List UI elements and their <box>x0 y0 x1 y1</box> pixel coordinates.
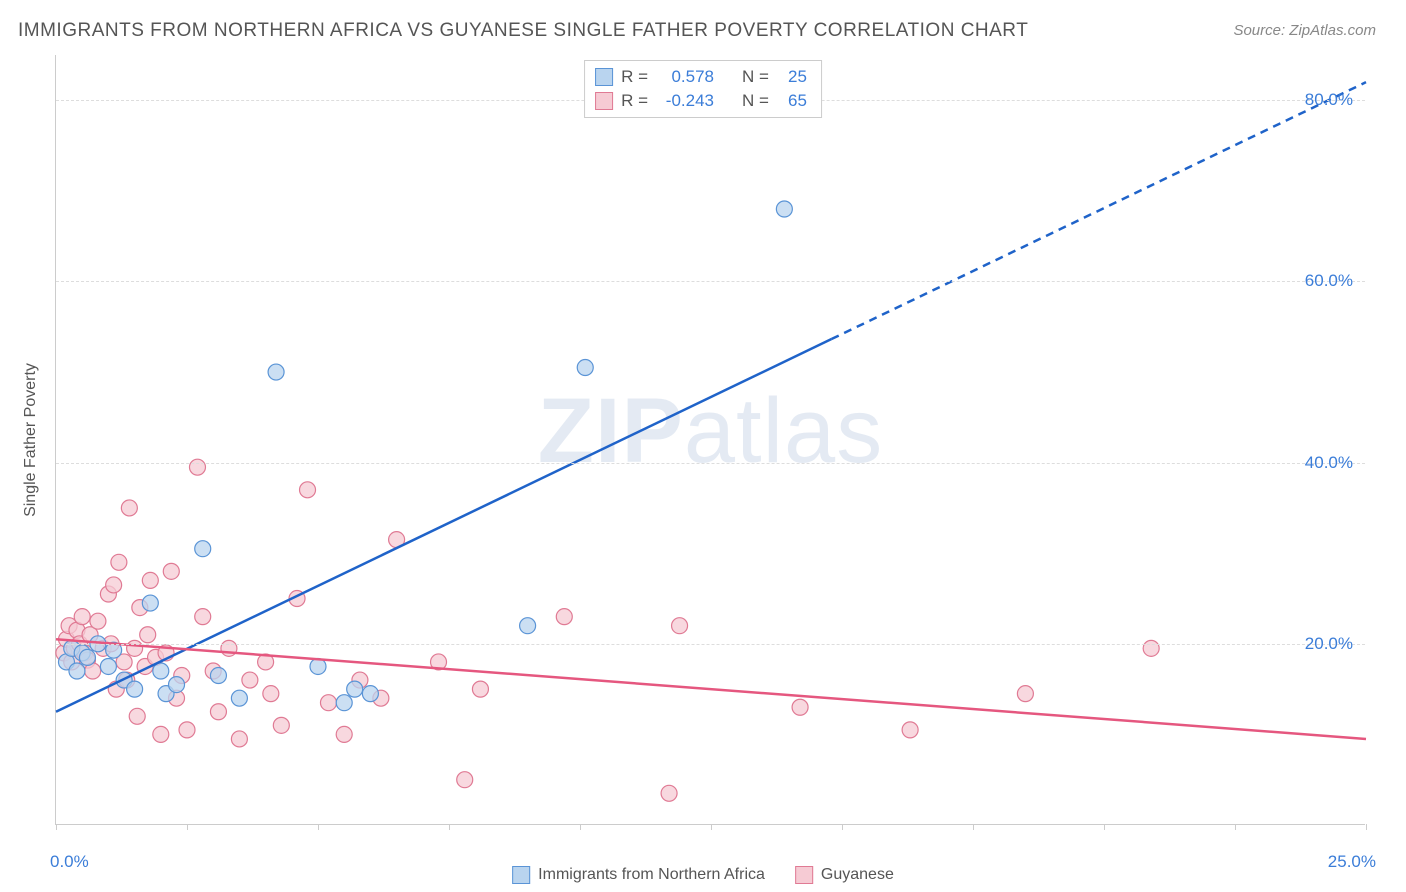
x-tick <box>1366 824 1367 830</box>
data-point <box>263 686 279 702</box>
data-point <box>231 690 247 706</box>
data-point <box>320 695 336 711</box>
y-axis-label: Single Father Poverty <box>22 363 40 517</box>
data-point <box>189 459 205 475</box>
chart-container: IMMIGRANTS FROM NORTHERN AFRICA VS GUYAN… <box>0 0 1406 892</box>
data-point <box>140 627 156 643</box>
data-point <box>347 681 363 697</box>
trend-line <box>56 639 1366 739</box>
gridline <box>56 463 1365 464</box>
data-point <box>300 482 316 498</box>
x-tick <box>711 824 712 830</box>
chart-title: IMMIGRANTS FROM NORTHERN AFRICA VS GUYAN… <box>18 20 1028 42</box>
legend-item-1: Immigrants from Northern Africa <box>512 866 765 884</box>
gridline <box>56 644 1365 645</box>
data-point <box>776 201 792 217</box>
data-point <box>121 500 137 516</box>
data-point <box>111 554 127 570</box>
data-point <box>242 672 258 688</box>
swatch-series-1 <box>595 68 613 86</box>
data-point <box>1143 640 1159 656</box>
data-point <box>69 663 85 679</box>
data-point <box>210 668 226 684</box>
data-point <box>472 681 488 697</box>
x-tick-max: 25.0% <box>1328 852 1376 872</box>
legend-correlation: R = 0.578 N = 25 R = -0.243 N = 65 <box>584 60 822 118</box>
x-tick <box>1104 824 1105 830</box>
data-point <box>336 695 352 711</box>
data-point <box>556 609 572 625</box>
y-tick-label: 40.0% <box>1305 453 1353 473</box>
data-point <box>127 681 143 697</box>
x-tick <box>318 824 319 830</box>
x-tick <box>56 824 57 830</box>
data-point <box>902 722 918 738</box>
data-point <box>336 726 352 742</box>
data-point <box>74 609 90 625</box>
data-point <box>79 649 95 665</box>
legend-row-1: R = 0.578 N = 25 <box>595 65 807 89</box>
trend-line-extrapolated <box>832 82 1366 339</box>
data-point <box>195 541 211 557</box>
data-point <box>142 595 158 611</box>
data-point <box>129 708 145 724</box>
data-point <box>268 364 284 380</box>
legend-series: Immigrants from Northern Africa Guyanese <box>512 866 894 884</box>
data-point <box>163 563 179 579</box>
gridline <box>56 281 1365 282</box>
x-tick <box>842 824 843 830</box>
data-point <box>672 618 688 634</box>
swatch-series-2-b <box>795 866 813 884</box>
plot-svg <box>56 55 1365 824</box>
data-point <box>210 704 226 720</box>
data-point <box>169 677 185 693</box>
legend-item-2: Guyanese <box>795 866 894 884</box>
y-tick-label: 80.0% <box>1305 90 1353 110</box>
data-point <box>179 722 195 738</box>
x-tick-min: 0.0% <box>50 852 89 872</box>
data-point <box>106 577 122 593</box>
y-tick-label: 60.0% <box>1305 271 1353 291</box>
data-point <box>457 772 473 788</box>
swatch-series-1-b <box>512 866 530 884</box>
legend-row-2: R = -0.243 N = 65 <box>595 89 807 113</box>
data-point <box>1017 686 1033 702</box>
data-point <box>90 613 106 629</box>
x-tick <box>449 824 450 830</box>
data-point <box>273 717 289 733</box>
data-point <box>577 360 593 376</box>
data-point <box>195 609 211 625</box>
data-point <box>153 726 169 742</box>
data-point <box>231 731 247 747</box>
source-attribution: Source: ZipAtlas.com <box>1233 22 1376 39</box>
data-point <box>792 699 808 715</box>
data-point <box>661 785 677 801</box>
data-point <box>127 640 143 656</box>
x-tick <box>580 824 581 830</box>
swatch-series-2 <box>595 92 613 110</box>
x-tick <box>973 824 974 830</box>
data-point <box>362 686 378 702</box>
y-tick-label: 20.0% <box>1305 634 1353 654</box>
x-tick <box>1235 824 1236 830</box>
data-point <box>100 658 116 674</box>
plot-area: ZIPatlas 20.0%40.0%60.0%80.0% <box>55 55 1365 825</box>
data-point <box>142 572 158 588</box>
data-point <box>520 618 536 634</box>
x-tick <box>187 824 188 830</box>
